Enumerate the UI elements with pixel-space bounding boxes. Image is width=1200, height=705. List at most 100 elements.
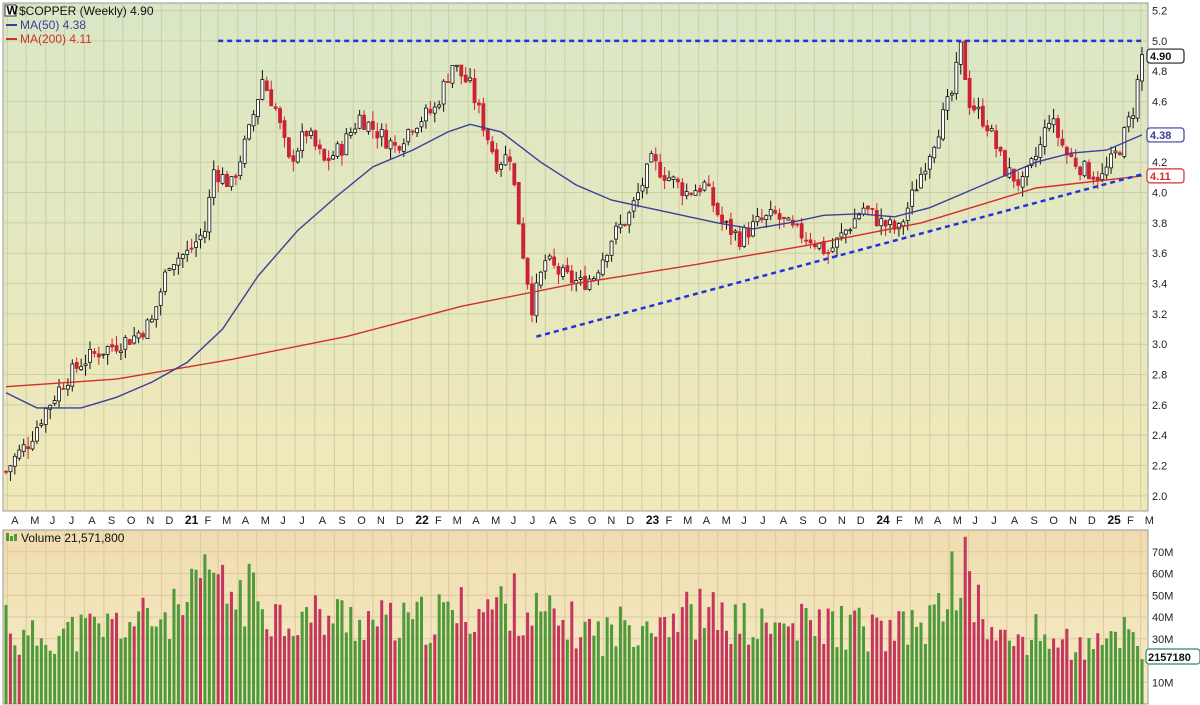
volume-bar-up — [844, 649, 848, 704]
ma200-value-label: 4.11 — [1150, 171, 1171, 183]
candle-up — [123, 337, 128, 350]
candle-down — [711, 187, 716, 206]
volume-bar-up — [212, 572, 216, 704]
volume-bar-down — [114, 612, 119, 704]
candle-down — [507, 156, 512, 162]
candle-up — [172, 264, 176, 270]
x-tick-label: A — [242, 515, 250, 527]
candle-down — [114, 345, 119, 352]
candle-up — [357, 114, 362, 129]
x-tick-label: S — [338, 515, 345, 527]
candle-up — [543, 260, 548, 272]
candle-down — [313, 130, 318, 147]
volume-bar-down — [265, 629, 269, 704]
x-tick-label: J — [760, 515, 766, 527]
candle-up — [238, 161, 243, 176]
candle-down — [96, 353, 101, 358]
volume-y-axis: 10M20M30M40M50M60M70M — [1152, 547, 1173, 690]
candle-up — [605, 254, 610, 262]
candle-up — [1029, 158, 1034, 166]
x-tick-label: M — [953, 515, 962, 527]
candle-up — [1025, 166, 1029, 178]
candle-down — [675, 178, 680, 183]
candle-up — [578, 277, 583, 280]
candle-down — [658, 161, 663, 178]
volume-tick-label: 60M — [1152, 569, 1173, 581]
volume-bar-up — [450, 609, 454, 704]
candle-down — [264, 80, 269, 92]
candle-up — [503, 154, 508, 166]
x-tick-label: F — [204, 515, 211, 527]
volume-bar-up — [1025, 654, 1029, 704]
candle-down — [1078, 166, 1083, 176]
x-tick-label: N — [1069, 515, 1077, 527]
candle-up — [755, 215, 760, 223]
candle-down — [1016, 179, 1021, 186]
volume-bar-up — [773, 622, 777, 704]
candle-up — [437, 104, 442, 108]
candle-down — [1056, 118, 1060, 138]
price-tick-label: 3.4 — [1152, 279, 1167, 291]
price-tick-label: 2.2 — [1152, 461, 1167, 473]
volume-bar-down — [229, 591, 233, 704]
candle-down — [278, 108, 282, 124]
candle-up — [207, 196, 212, 233]
volume-bar-up — [415, 601, 419, 704]
x-tick-label: N — [377, 515, 385, 527]
volume-bar-up — [252, 572, 256, 704]
volume-bar-up — [923, 643, 927, 704]
volume-bar-up — [1109, 631, 1113, 704]
volume-legend: Volume 21,571,800 — [6, 531, 125, 545]
x-tick-label: O — [357, 515, 366, 527]
volume-bar-down — [477, 608, 481, 704]
candle-up — [936, 136, 941, 149]
candle-down — [26, 446, 31, 450]
x-tick-label: M — [453, 515, 462, 527]
volume-bar-up — [61, 628, 65, 704]
candle-up — [132, 335, 137, 344]
volume-bar-up — [583, 621, 587, 704]
candle-up — [57, 386, 61, 402]
x-tick-label: O — [818, 515, 827, 527]
volume-bar-up — [39, 638, 43, 704]
volume-bar-up — [44, 644, 48, 704]
volume-bar-up — [437, 594, 441, 704]
candle-down — [985, 125, 990, 132]
volume-bar-down — [508, 630, 512, 704]
candle-down — [110, 344, 114, 348]
candle-up — [835, 237, 839, 248]
x-tick-label: M — [222, 515, 231, 527]
volume-bar-up — [937, 593, 941, 704]
volume-bar-down — [711, 592, 715, 704]
volume-bar-up — [649, 633, 653, 704]
price-y-axis: 2.02.22.42.62.83.03.23.43.63.84.04.24.44… — [1152, 6, 1167, 503]
volume-bar-down — [375, 626, 379, 704]
volume-bar-down — [680, 607, 684, 704]
volume-bar-up — [92, 616, 96, 704]
candle-down — [746, 228, 751, 238]
x-tick-label: A — [780, 515, 788, 527]
volume-bar-down — [976, 584, 980, 704]
candle-up — [353, 128, 358, 133]
candle-up — [534, 282, 539, 317]
x-tick-label: S — [569, 515, 576, 527]
candle-up — [843, 229, 848, 235]
candle-up — [309, 130, 313, 136]
candle-up — [185, 249, 190, 255]
x-tick-label: D — [1088, 515, 1096, 527]
volume-bar-up — [831, 611, 835, 704]
candle-down — [1011, 168, 1016, 182]
volume-bar-up — [1122, 616, 1126, 704]
candle-down — [282, 120, 287, 138]
volume-bar-down — [322, 634, 326, 704]
volume-bar-down — [1021, 636, 1025, 704]
volume-bar-up — [618, 606, 622, 704]
candle-up — [17, 449, 22, 459]
volume-bar-up — [689, 604, 693, 704]
candle-down — [1060, 138, 1065, 146]
volume-bar-down — [88, 613, 92, 704]
volume-header: Volume 21,571,800 — [21, 531, 125, 545]
volume-bar-up — [636, 645, 640, 704]
price-tick-label: 5.2 — [1152, 6, 1167, 18]
volume-bar-down — [274, 604, 278, 704]
